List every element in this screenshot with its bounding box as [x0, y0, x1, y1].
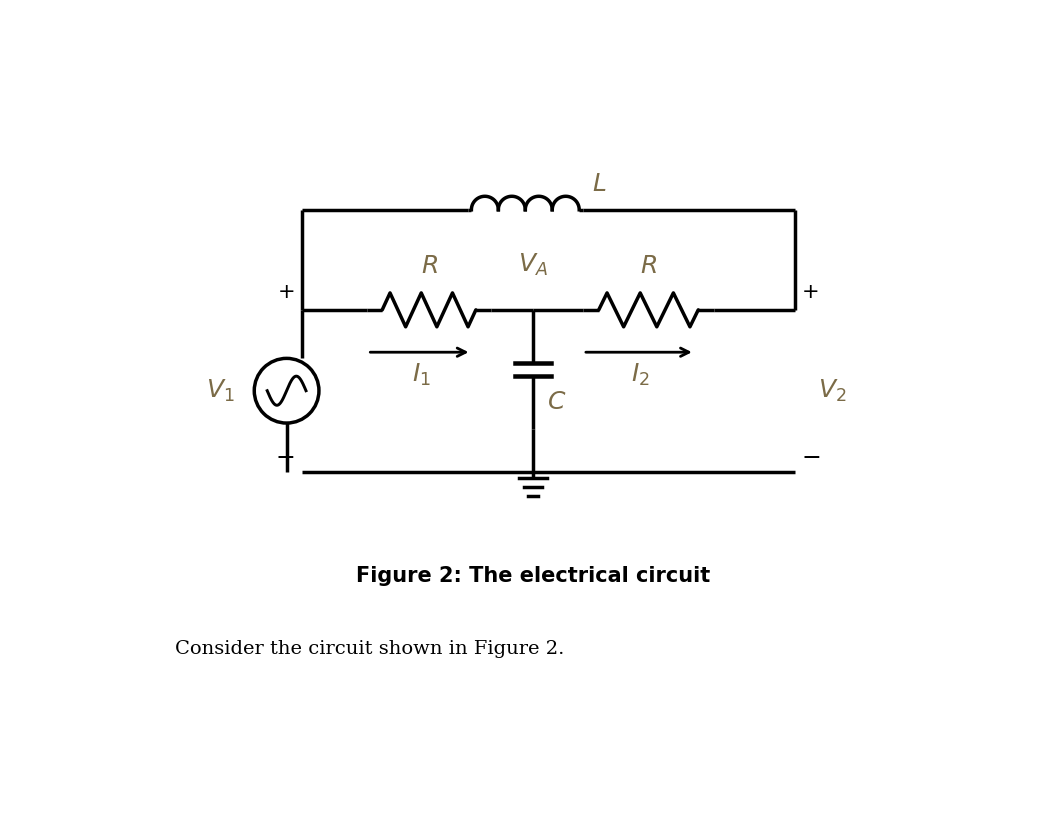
Text: $V_2$: $V_2$	[817, 377, 847, 404]
Text: $I_1$: $I_1$	[412, 362, 431, 387]
Text: $V_A$: $V_A$	[518, 251, 548, 278]
Text: $+$: $+$	[277, 283, 294, 302]
Text: $V_1$: $V_1$	[206, 377, 235, 404]
Text: $R$: $R$	[420, 255, 438, 278]
Text: Figure 2: The electrical circuit: Figure 2: The electrical circuit	[356, 565, 710, 586]
Text: $I_2$: $I_2$	[631, 362, 650, 387]
Text: $C$: $C$	[547, 391, 566, 414]
Text: $-$: $-$	[275, 445, 294, 468]
Text: $-$: $-$	[801, 445, 821, 468]
Text: $L$: $L$	[593, 173, 606, 196]
Text: Consider the circuit shown in Figure 2.: Consider the circuit shown in Figure 2.	[175, 639, 565, 658]
Text: $R$: $R$	[640, 255, 657, 278]
Text: $+$: $+$	[801, 283, 818, 302]
